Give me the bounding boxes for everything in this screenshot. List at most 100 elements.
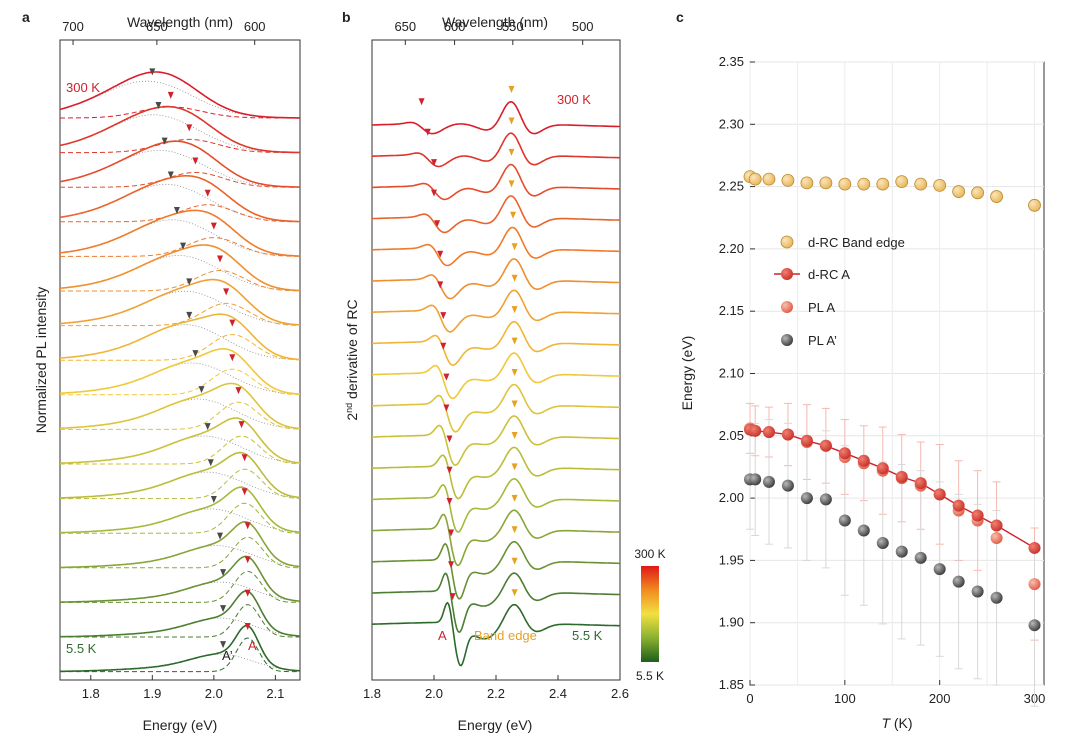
b-spectrum-13 <box>372 509 620 567</box>
c-ytick-label-7: 2.20 <box>719 241 744 256</box>
a-marker-Aprime-11 <box>207 459 214 467</box>
c-point-3-3 <box>781 479 794 492</box>
b-marker-A-10 <box>443 404 450 412</box>
panel-b: b Wavelength (nm) 1.8 2.0 2.2 2.4 2.6 650 600 5… <box>342 9 666 733</box>
panel-c: c 1.85 1.90 1.95 2.00 2.05 2.10 2.15 2.20 2.25 2.… <box>676 9 1045 731</box>
a-xtick-label-3: 2.1 <box>266 686 284 701</box>
panel-b-colorbar-bottom: 5.5 K <box>636 669 664 683</box>
panel-c-points <box>743 170 1041 632</box>
c-point-1-4 <box>800 434 813 447</box>
c-point-0-12 <box>952 185 966 198</box>
a-a-fit-8 <box>60 368 301 396</box>
c-point-3-5 <box>819 493 832 506</box>
a-spectrum-0 <box>59 71 300 119</box>
a-marker-Aprime-4 <box>173 207 180 215</box>
a-marker-A-13 <box>244 522 251 530</box>
panel-a-top-axis-label: Wavelength (nm) <box>127 14 233 30</box>
c-point-3-1 <box>749 473 762 486</box>
c-point-3-9 <box>895 545 908 558</box>
b-marker-band-1 <box>508 117 515 125</box>
b-marker-band-5 <box>511 243 518 251</box>
panel-c-legend: d-RC Band edge d-RC A PL A PL A’ <box>774 235 905 348</box>
c-point-0-11 <box>933 178 947 192</box>
b-marker-A-15 <box>448 561 455 569</box>
c-point-3-7 <box>857 524 870 537</box>
c-point-1-5 <box>819 439 832 452</box>
a-spectrum-12 <box>60 486 301 534</box>
a-spectrum-14 <box>60 555 301 603</box>
c-point-3-4 <box>800 492 813 505</box>
b-toptick-label-3: 500 <box>572 19 594 34</box>
a-marker-Aprime-9 <box>198 386 205 394</box>
a-a-fit-15 <box>60 604 300 638</box>
b-xtick-label-2: 2.2 <box>487 686 505 701</box>
a-marker-Aprime-6 <box>186 278 193 286</box>
a-apeak-fit-9 <box>59 398 301 430</box>
panel-b-peak-markers <box>418 86 518 601</box>
a-spectrum-7 <box>59 313 301 361</box>
a-marker-A-3 <box>204 189 211 197</box>
b-marker-A-11 <box>446 435 453 443</box>
c-ytick-label-3: 2.00 <box>719 490 744 505</box>
c-point-1-3 <box>781 428 794 441</box>
c-xtick-label-0: 0 <box>746 691 753 706</box>
b-marker-A-7 <box>440 312 447 320</box>
b-spectrum-16 <box>372 601 620 667</box>
panel-b-peak-a-label: A <box>438 628 447 643</box>
b-marker-A-12 <box>446 466 453 474</box>
c-point-2-15 <box>1028 578 1041 591</box>
a-spectrum-6 <box>59 278 301 326</box>
c-legend-label-1: d-RC A <box>808 267 850 282</box>
c-point-1-12 <box>952 499 965 512</box>
a-a-fit-12 <box>60 502 300 534</box>
b-toptick-label-0: 650 <box>394 19 416 34</box>
a-marker-A-9 <box>235 387 242 395</box>
b-marker-band-2 <box>508 148 515 156</box>
c-line-1 <box>749 428 1035 549</box>
a-spectrum-11 <box>60 451 301 499</box>
c-point-3-13 <box>971 585 984 598</box>
a-marker-Aprime-3 <box>167 171 174 179</box>
a-apeak-fit-13 <box>60 545 301 568</box>
b-spectrum-15 <box>372 572 620 633</box>
b-spectrum-9 <box>372 383 620 433</box>
b-xtick-label-3: 2.4 <box>549 686 567 701</box>
a-spectrum-10 <box>59 417 301 464</box>
c-point-1-6 <box>838 447 851 460</box>
a-marker-A-6 <box>223 288 230 296</box>
b-marker-A-1 <box>424 128 431 136</box>
c-point-0-6 <box>838 177 852 191</box>
c-point-0-5 <box>819 176 833 190</box>
a-toptick-label-2: 600 <box>244 19 266 34</box>
a-a-fit-11 <box>60 468 300 500</box>
c-legend-swatch-2 <box>781 301 793 313</box>
c-point-1-9 <box>895 470 908 483</box>
panel-c-ylabel: Energy (eV) <box>679 336 695 411</box>
b-spectrum-4 <box>372 226 620 267</box>
a-marker-A-14 <box>244 556 251 564</box>
panel-a-ylabel: Normalized PL intensity <box>33 287 49 434</box>
a-spectrum-5 <box>59 244 301 292</box>
a-marker-Aprime-2 <box>161 137 168 145</box>
b-marker-A-14 <box>448 529 455 537</box>
b-toptick-label-2: 550 <box>502 19 524 34</box>
panel-a-temp-bottom: 5.5 K <box>66 641 97 656</box>
c-legend-label-0: d-RC Band edge <box>808 235 905 250</box>
panel-c-grid <box>749 61 1044 686</box>
c-ytick-label-0: 1.85 <box>719 677 744 692</box>
c-point-0-4 <box>800 176 814 190</box>
a-marker-Aprime-16 <box>220 641 227 649</box>
a-toptick-label-0: 700 <box>62 19 84 34</box>
a-marker-A-7 <box>229 319 236 327</box>
c-point-0-7 <box>857 177 871 191</box>
c-point-0-15 <box>1028 198 1041 212</box>
a-marker-A-11 <box>241 454 248 462</box>
c-point-3-12 <box>952 575 965 588</box>
panel-b-label: b <box>342 9 351 25</box>
a-a-fit-0 <box>60 106 300 119</box>
b-xtick-label-0: 1.8 <box>363 686 381 701</box>
b-marker-A-3 <box>431 189 437 197</box>
a-spectrum-9 <box>59 382 301 430</box>
c-ytick-label-5: 2.10 <box>719 366 744 381</box>
b-marker-band-6 <box>511 274 518 282</box>
